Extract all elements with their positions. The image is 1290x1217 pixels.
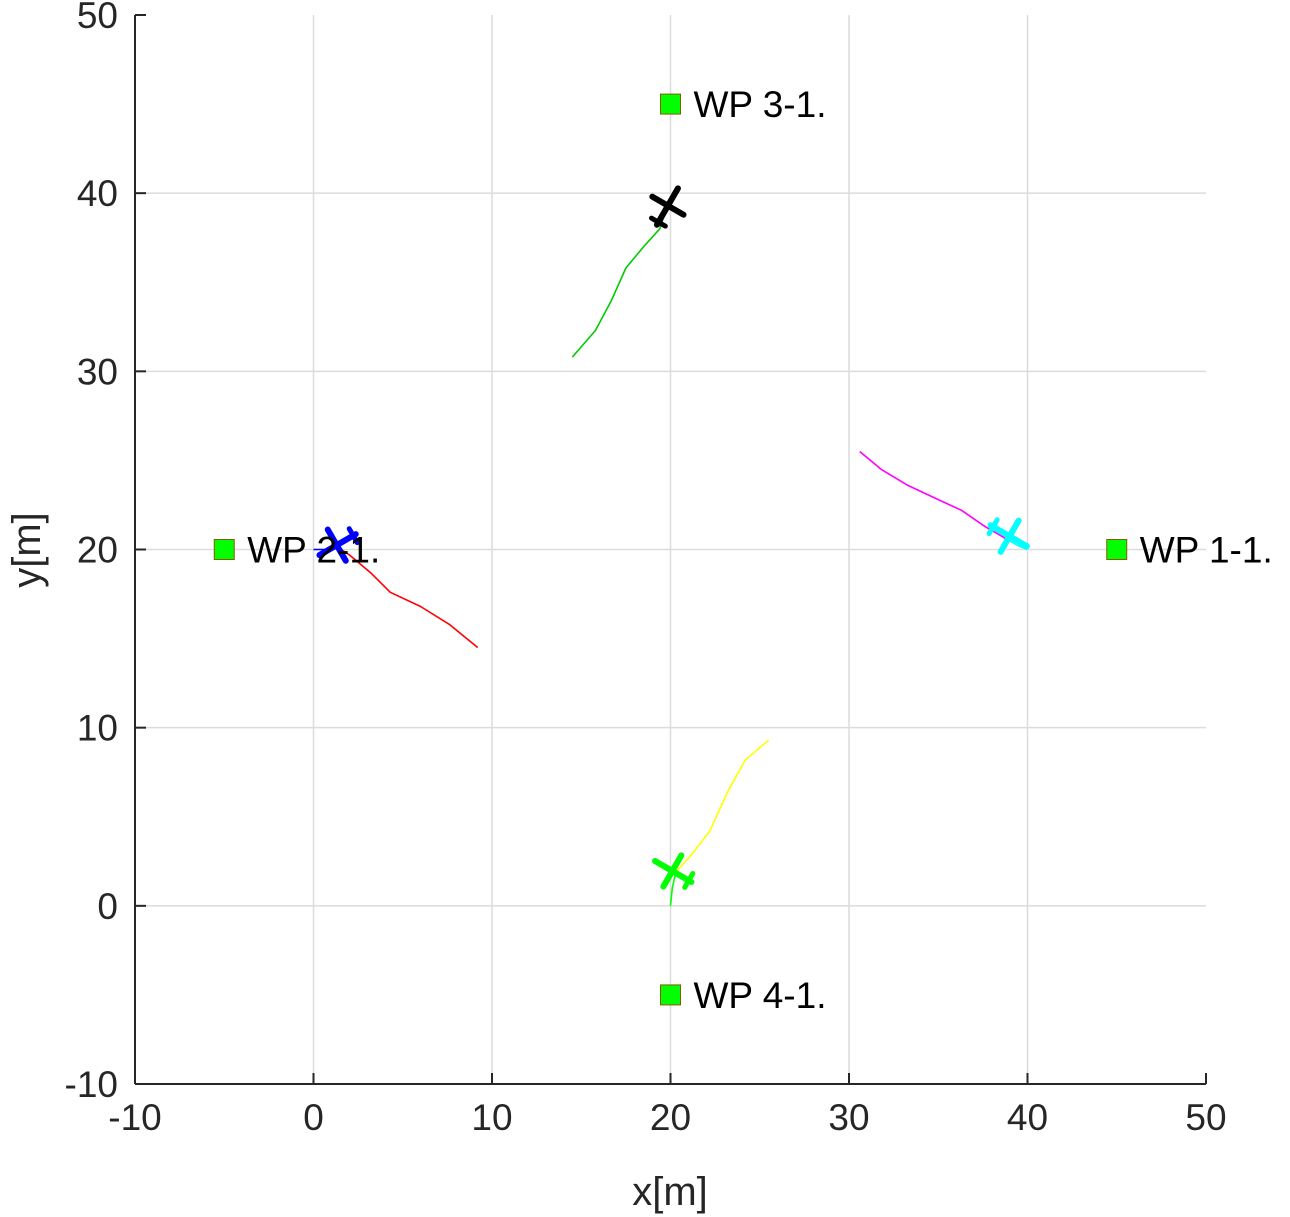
aircraft-wing	[649, 193, 687, 218]
x-tick-label: 10	[471, 1097, 512, 1138]
trajectory-line	[338, 547, 479, 649]
waypoint-marker	[213, 539, 235, 560]
y-tick-label: 30	[77, 351, 118, 392]
x-tick-label: 20	[650, 1097, 691, 1138]
waypoint-label: WP 3-1.	[694, 84, 827, 125]
y-tick-label: 0	[97, 886, 118, 927]
aircraft-icon	[986, 517, 1030, 555]
aircraft-tail	[986, 517, 1000, 537]
x-tick-label: 0	[303, 1097, 324, 1138]
trajectories	[313, 207, 1028, 906]
y-tick-label: -10	[65, 1064, 118, 1105]
aircraft-icon	[649, 185, 687, 229]
y-tick-label: 50	[77, 0, 118, 36]
waypoint-label: WP 2-1.	[247, 530, 380, 571]
aircraft-wing	[324, 526, 349, 564]
waypoints: WP 1-1. WP 2-1. WP 3-1. WP 4-1.	[213, 84, 1273, 1016]
aircraft-tail	[346, 526, 360, 546]
waypoint-label: WP 1-1.	[1140, 530, 1273, 571]
axes	[134, 14, 1207, 1085]
trajectory-line	[669, 871, 677, 906]
aircraft-markers	[316, 185, 1030, 890]
waypoint-marker	[660, 93, 681, 115]
waypoint-label: WP 4-1.	[694, 975, 827, 1016]
aircraft-wing	[660, 852, 685, 890]
waypoint-marker	[1106, 539, 1128, 560]
y-tick-label: 10	[77, 708, 118, 749]
y-tick-label: 40	[77, 173, 118, 214]
trajectory-line	[859, 450, 1007, 540]
aircraft-wing	[997, 517, 1022, 555]
aircraft-icon	[316, 526, 360, 564]
aircraft-tail	[682, 871, 696, 890]
aircraft-icon	[652, 852, 696, 890]
waypoint-marker	[660, 984, 681, 1006]
aircraft-tail	[649, 215, 668, 229]
y-tick-label: 20	[77, 530, 118, 571]
y-axis-label: y[m]	[5, 512, 49, 588]
x-tick-label: -10	[108, 1097, 161, 1138]
x-tick-label: 50	[1185, 1097, 1226, 1138]
x-tick-label: 40	[1007, 1097, 1048, 1138]
tick-labels: -10 0 10 20 30 40 50 -10 0 10 20 30 40 50	[65, 0, 1227, 1138]
trajectory-line	[675, 739, 770, 873]
x-axis-label: x[m]	[632, 1170, 708, 1214]
trajectory-line	[571, 207, 668, 358]
x-tick-label: 30	[828, 1097, 869, 1138]
